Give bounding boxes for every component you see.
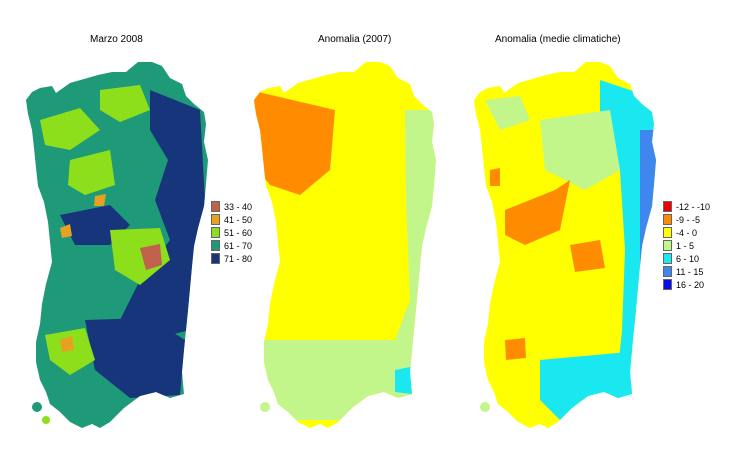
marzo-legend-label: 33 - 40 xyxy=(224,201,253,212)
marzo-legend-row: 61 - 70 xyxy=(211,239,252,252)
marzo-legend-swatch xyxy=(211,214,220,225)
panel-title-anomalia-2007: Anomalia (2007) xyxy=(318,34,392,45)
anomalia-legend-row: 11 - 15 xyxy=(663,265,710,278)
panel-title-anomalia-climatic: Anomalia (medie climatiche) xyxy=(495,34,621,45)
marzo-legend-label: 51 - 60 xyxy=(224,227,253,238)
map-marzo-2008 xyxy=(26,62,208,428)
anomalia-legend-label: 11 - 15 xyxy=(676,266,704,277)
map-anomalia-climatiche xyxy=(474,62,656,428)
panel-title-marzo: Marzo 2008 xyxy=(90,34,143,45)
marzo-legend-label: 41 - 50 xyxy=(224,214,253,225)
anomalia-legend-row: 6 - 10 xyxy=(663,252,710,265)
map-anomalia-2007 xyxy=(254,62,436,428)
anomalia-legend-label: 16 - 20 xyxy=(676,279,705,290)
legend-anomalia: -12 - -10 -9 - -5 -4 - 0 1 - 5 6 - 10 11 - 15… xyxy=(663,200,710,291)
anomalia-legend-row: 16 - 20 xyxy=(663,278,710,291)
marzo-legend-row: 71 - 80 xyxy=(211,252,252,265)
anomalia-legend-swatch xyxy=(663,253,672,264)
anomalia-legend-swatch xyxy=(663,279,672,290)
anomalia-legend-row: -12 - -10 xyxy=(663,200,710,213)
anomalia-legend-label: -12 - -10 xyxy=(676,201,711,212)
marzo-legend-row: 51 - 60 xyxy=(211,226,252,239)
anomalia-legend-label: 6 - 10 xyxy=(676,253,700,264)
marzo-legend-row: 41 - 50 xyxy=(211,213,252,226)
anomalia-legend-row: 1 - 5 xyxy=(663,239,710,252)
marzo-legend-swatch xyxy=(211,227,220,238)
anomalia-legend-label: 1 - 5 xyxy=(676,240,695,251)
legend-marzo: 33 - 40 41 - 50 51 - 60 61 - 70 71 - 80 xyxy=(211,200,252,265)
anomalia-legend-swatch xyxy=(663,266,672,277)
anomalia-legend-swatch xyxy=(663,214,672,225)
anomalia-legend-row: -4 - 0 xyxy=(663,226,710,239)
anomalia-legend-row: -9 - -5 xyxy=(663,213,710,226)
anomalia-legend-swatch xyxy=(663,240,672,251)
anomalia-legend-swatch xyxy=(663,227,672,238)
marzo-legend-swatch xyxy=(211,253,220,264)
marzo-legend-swatch xyxy=(211,201,220,212)
marzo-legend-label: 71 - 80 xyxy=(224,253,253,264)
marzo-legend-swatch xyxy=(211,240,220,251)
marzo-legend-row: 33 - 40 xyxy=(211,200,252,213)
anomalia-legend-swatch xyxy=(663,201,672,212)
marzo-legend-label: 61 - 70 xyxy=(224,240,253,251)
anomalia-legend-label: -4 - 0 xyxy=(676,227,698,238)
anomalia-legend-label: -9 - -5 xyxy=(676,214,701,225)
